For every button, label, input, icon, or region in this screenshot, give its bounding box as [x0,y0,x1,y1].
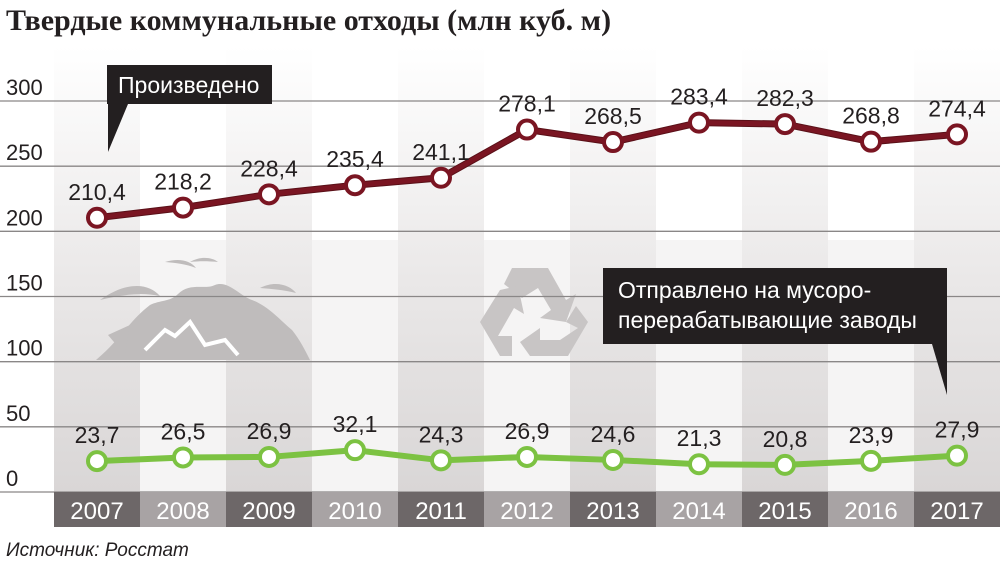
series-2: 23,7 26,5 26,9 32,1 24,3 26,9 24,6 21,3 20,8 23,9… [75,411,980,476]
x-tick-label: 2012 [500,498,553,525]
data-label: 283,4 [670,84,728,110]
data-label: 20,8 [763,426,808,452]
x-axis-cell [742,492,828,527]
data-label: 24,3 [419,421,464,447]
x-tick-label: 2013 [586,498,639,525]
x-axis-cell [54,492,140,527]
data-point [860,130,882,153]
data-point [602,131,624,154]
data-label: 26,5 [161,418,206,444]
data-label: 26,9 [247,418,292,444]
x-axis-cell [828,492,914,527]
y-tick-label: 200 [6,205,43,230]
data-label: 210,4 [68,179,126,205]
data-point [430,166,452,189]
x-tick-label: 2007 [70,498,123,525]
data-point [774,113,796,136]
callout-text: перерабатывающие заводы [618,307,917,333]
x-tick-label: 2015 [758,498,811,525]
data-label: 26,9 [505,418,550,444]
callouts: Произведено Отправлено на мусоро-перераба… [107,65,947,395]
x-axis-cell [140,492,226,527]
x-tick-label: 2008 [156,498,209,525]
data-label: 268,8 [842,103,900,129]
x-tick-label: 2017 [930,498,983,525]
column-band [398,46,484,492]
data-label: 23,7 [75,422,120,448]
data-point [516,445,538,468]
data-point [774,453,796,476]
column-band [226,46,312,492]
x-axis-cell [914,492,1000,527]
callout-box [603,268,947,395]
data-point [258,445,280,468]
data-point [172,196,194,219]
source-note: Источник: Росстат [6,540,189,561]
data-point [172,446,194,469]
data-label: 241,1 [412,139,470,165]
x-axis-cell [570,492,656,527]
data-point [688,111,710,134]
x-axis-cell [656,492,742,527]
column-band [54,46,140,492]
x-tick-label: 2016 [844,498,897,525]
y-axis-ticks: 0 50 100 150 200 250 300 [6,75,43,491]
data-label: 23,9 [849,422,894,448]
data-point [258,183,280,206]
data-point [86,206,108,229]
y-tick-label: 150 [6,271,43,296]
data-point [688,453,710,476]
data-label: 268,5 [584,103,642,129]
x-tick-label: 2014 [672,498,725,525]
data-point [946,123,968,146]
x-axis-cell [484,492,570,527]
data-point [344,174,366,197]
data-point [946,444,968,467]
callout-produced: Произведено [107,65,272,152]
data-label: 274,4 [928,95,986,121]
landfill-icon [96,257,310,360]
x-tick-label: 2009 [242,498,295,525]
data-point [86,450,108,473]
series-layer: 210,4 218,2 228,4 235,4 241,1 278,1 268,5 283,4… [68,84,986,476]
recycle-icon [480,268,588,356]
callout-text: Произведено [118,72,259,98]
data-label: 282,3 [756,85,814,111]
x-axis-cell [226,492,312,527]
decorations [96,257,588,360]
data-label: 278,1 [498,91,556,117]
data-point [430,449,452,472]
data-point [516,118,538,141]
data-label: 24,6 [591,421,636,447]
chart-title: Твердые коммунальные отходы (млн куб. м) [6,4,612,37]
y-tick-label: 250 [6,140,43,165]
data-label: 218,2 [154,169,212,195]
data-point [602,448,624,471]
callout-box [107,65,272,152]
y-tick-label: 50 [6,401,30,426]
callout-recycled: Отправлено на мусоро-перерабатывающие за… [603,268,947,395]
callout-text: Отправлено на мусоро- [618,277,871,303]
x-axis: 2007 2008 2009 2010 2011 2012 2013 2014 2015 2016… [54,492,1000,527]
y-tick-label: 300 [6,75,43,100]
data-point [860,449,882,472]
x-axis-cell [312,492,398,527]
data-label: 235,4 [326,146,384,172]
data-point [344,439,366,462]
data-label: 228,4 [240,155,298,181]
data-label: 21,3 [677,425,722,451]
x-tick-label: 2011 [415,498,467,525]
x-tick-label: 2010 [328,498,381,525]
y-tick-label: 0 [6,466,18,491]
series-1: 210,4 218,2 228,4 235,4 241,1 278,1 268,5 283,4… [68,84,986,229]
x-axis-cell [398,492,484,527]
data-label: 32,1 [333,411,378,437]
y-tick-label: 100 [6,336,43,361]
data-label: 27,9 [935,417,980,443]
